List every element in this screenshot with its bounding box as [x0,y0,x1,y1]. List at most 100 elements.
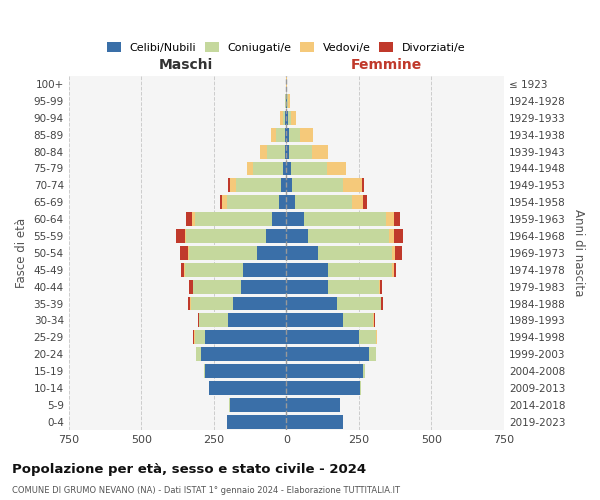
Bar [181,263,184,276]
Bar [186,229,266,243]
Bar [392,263,394,276]
Bar [359,330,376,344]
Bar [286,128,289,141]
Bar [287,94,288,108]
Bar [286,314,343,328]
Bar [286,398,340,411]
Bar [185,229,186,243]
Y-axis label: Fasce di età: Fasce di età [15,218,28,288]
Bar [260,144,267,158]
Bar [281,178,286,192]
Bar [233,296,286,310]
Bar [199,314,228,328]
Bar [363,364,365,378]
Bar [253,162,283,175]
Bar [313,144,328,158]
Bar [189,246,257,260]
Bar [381,296,383,310]
Bar [205,364,286,378]
Bar [295,196,352,209]
Bar [195,330,205,344]
Bar [286,364,363,378]
Text: COMUNE DI GRUMO NEVANO (NA) - Dati ISTAT 1° gennaio 2024 - Elaborazione TUTTITAL: COMUNE DI GRUMO NEVANO (NA) - Dati ISTAT… [12,486,400,495]
Bar [230,178,236,192]
Bar [290,162,327,175]
Bar [394,263,396,276]
Bar [286,144,289,158]
Bar [203,364,205,378]
Bar [289,128,300,141]
Bar [352,196,363,209]
Bar [300,128,313,141]
Bar [267,144,284,158]
Bar [285,128,286,141]
Bar [292,178,343,192]
Text: Femmine: Femmine [351,58,422,72]
Bar [201,348,286,361]
Bar [362,178,364,192]
Bar [286,263,328,276]
Bar [176,229,185,243]
Bar [266,229,286,243]
Bar [228,314,286,328]
Bar [394,212,400,226]
Bar [284,144,286,158]
Y-axis label: Anni di nascita: Anni di nascita [572,209,585,296]
Bar [343,178,362,192]
Bar [288,94,290,108]
Bar [241,280,286,293]
Bar [230,398,286,411]
Bar [389,229,394,243]
Bar [271,128,277,141]
Bar [283,162,286,175]
Bar [286,330,359,344]
Bar [185,263,243,276]
Bar [392,246,395,260]
Bar [286,296,337,310]
Bar [257,246,286,260]
Bar [243,263,286,276]
Bar [186,212,192,226]
Bar [379,280,380,293]
Text: Maschi: Maschi [159,58,214,72]
Bar [363,196,367,209]
Bar [192,212,195,226]
Bar [190,280,193,293]
Bar [184,263,185,276]
Bar [280,111,283,125]
Bar [286,246,318,260]
Bar [337,296,380,310]
Bar [286,178,292,192]
Bar [247,162,253,175]
Bar [279,196,286,209]
Bar [196,348,201,361]
Legend: Celibi/Nubili, Coniugati/e, Vedovi/e, Divorziati/e: Celibi/Nubili, Coniugati/e, Vedovi/e, Di… [104,38,469,56]
Bar [191,296,233,310]
Bar [227,415,286,428]
Bar [209,381,286,395]
Bar [227,196,279,209]
Bar [343,314,373,328]
Bar [369,348,376,361]
Bar [394,229,403,243]
Text: Popolazione per età, sesso e stato civile - 2024: Popolazione per età, sesso e stato civil… [12,463,366,476]
Bar [288,111,290,125]
Bar [386,212,394,226]
Bar [308,229,389,243]
Bar [328,263,392,276]
Bar [327,162,346,175]
Bar [286,348,369,361]
Bar [286,162,290,175]
Bar [194,330,195,344]
Bar [181,246,188,260]
Bar [283,111,286,125]
Bar [223,196,227,209]
Bar [220,196,223,209]
Bar [236,178,281,192]
Bar [380,280,382,293]
Bar [395,246,403,260]
Bar [286,381,361,395]
Bar [272,212,286,226]
Bar [328,280,379,293]
Bar [290,111,296,125]
